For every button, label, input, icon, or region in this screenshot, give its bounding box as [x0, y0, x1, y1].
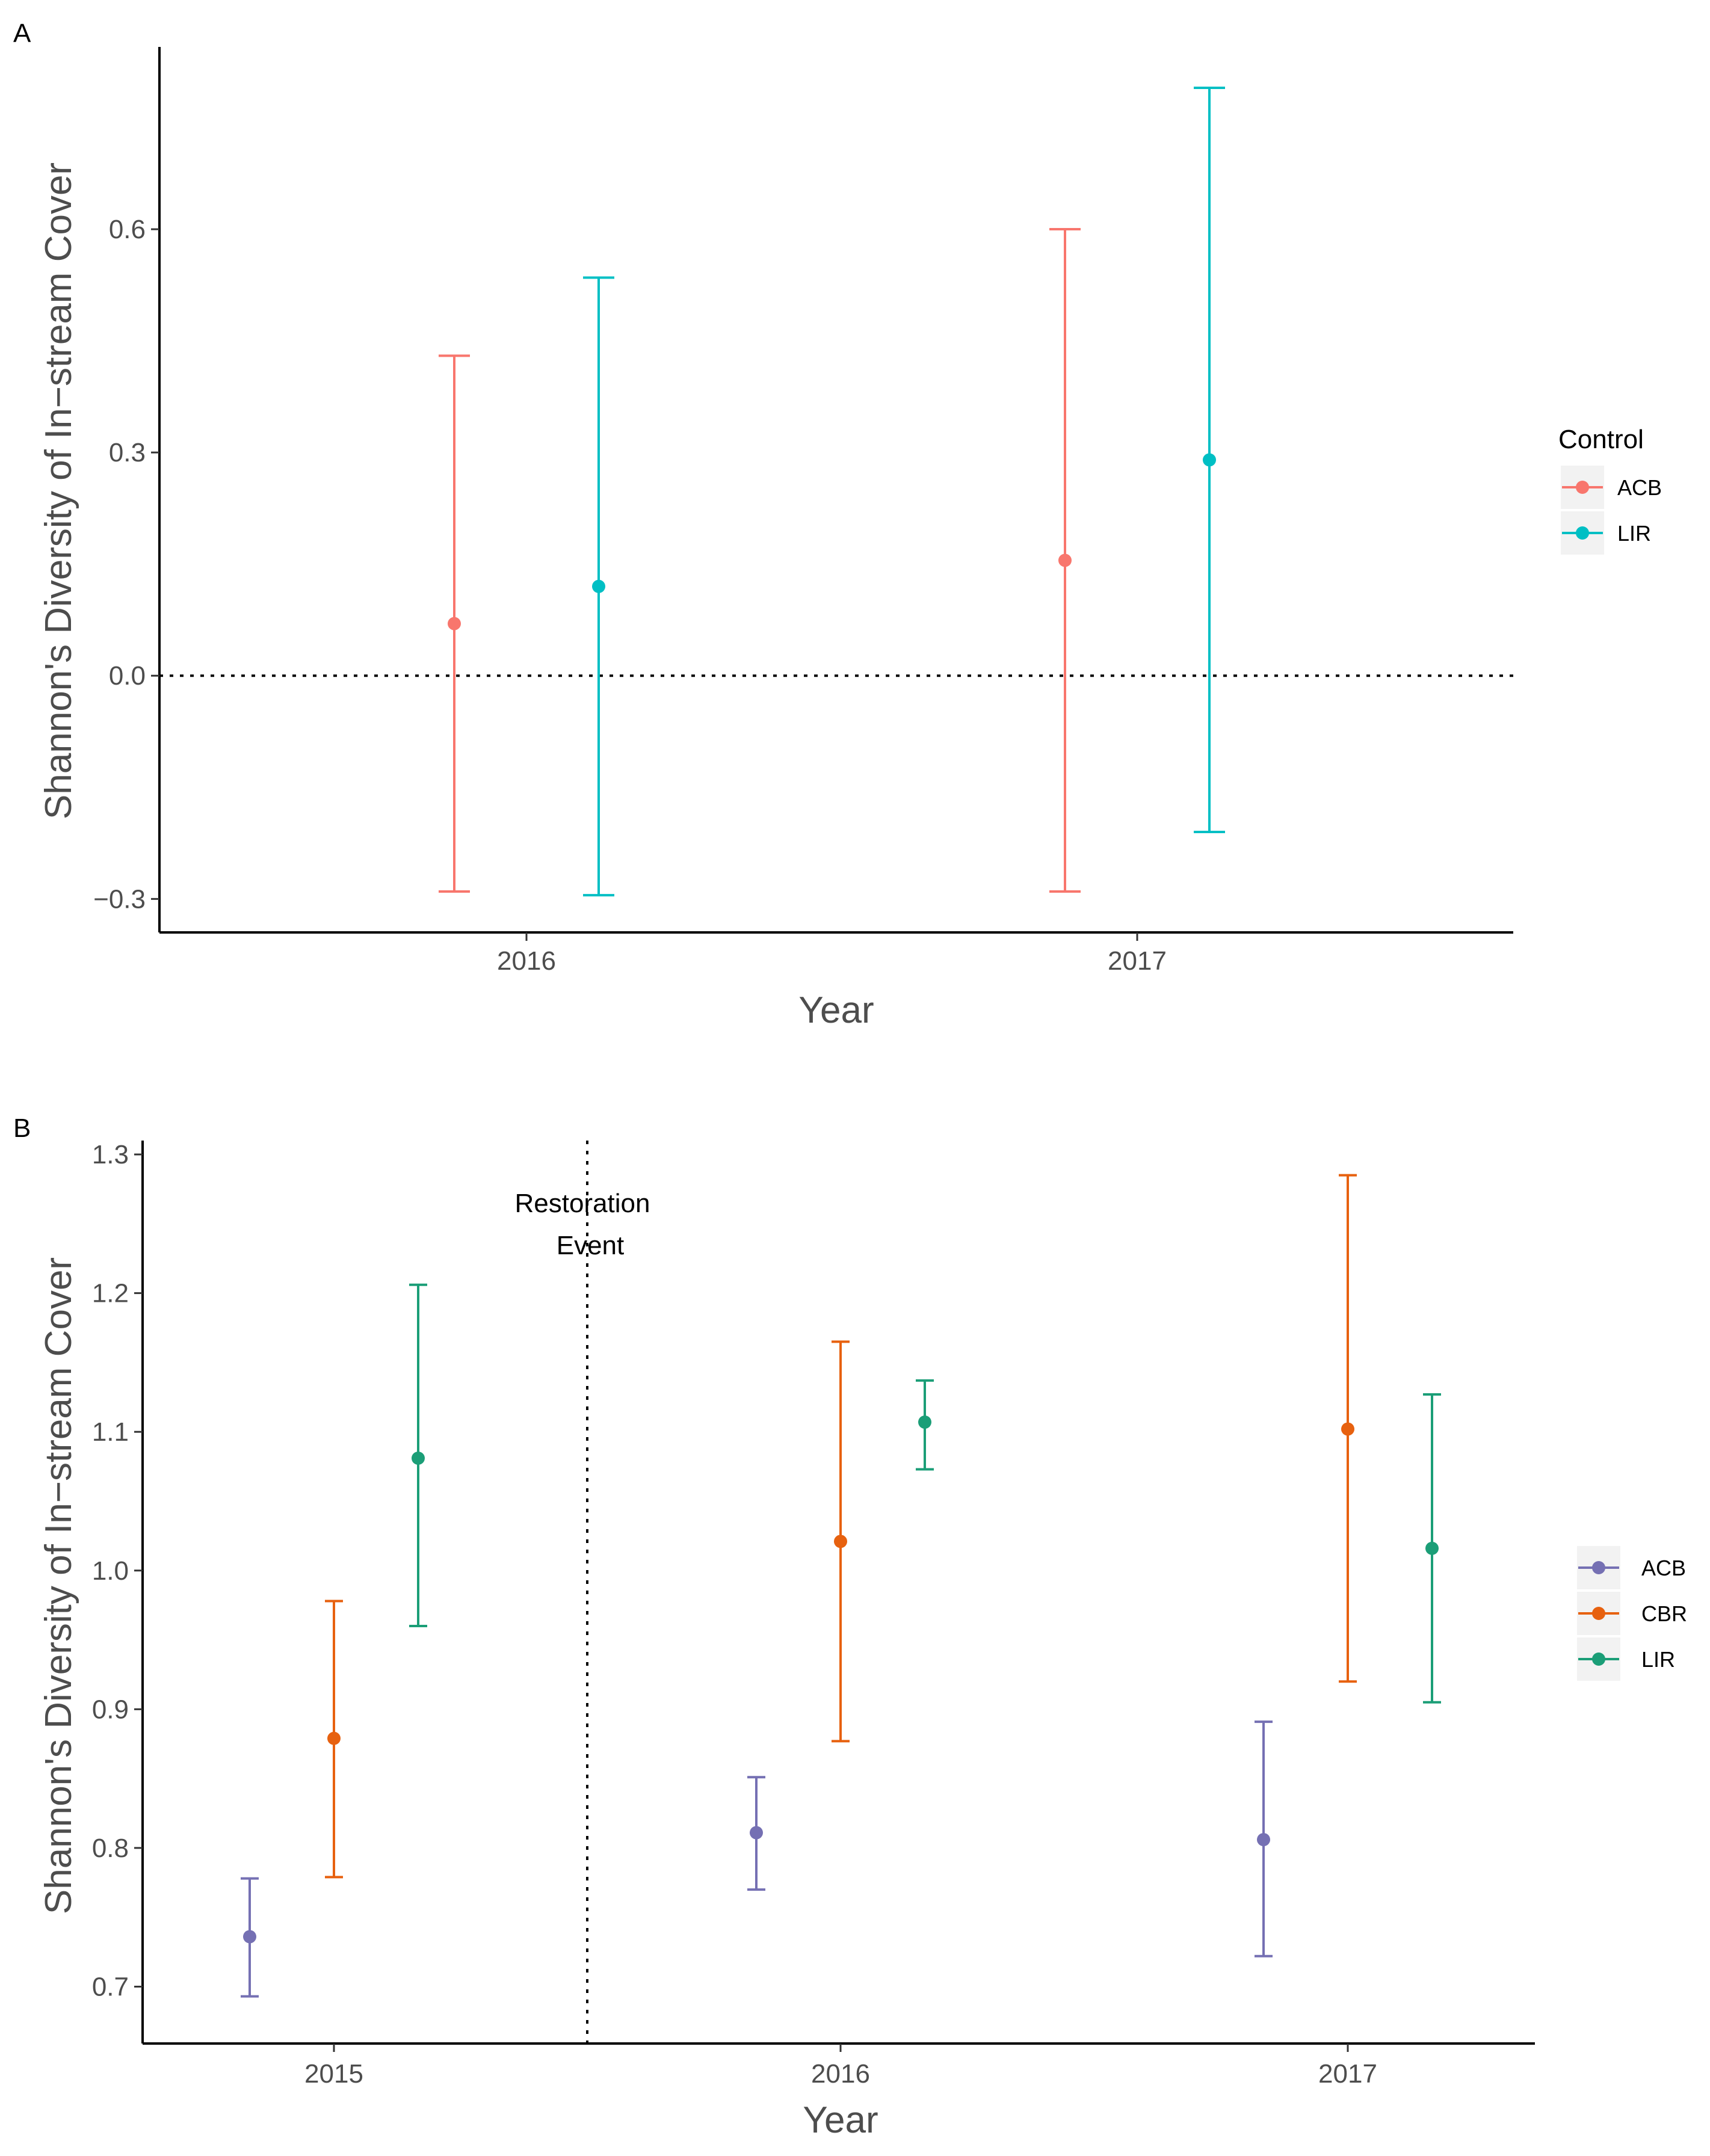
- point-cbr: [327, 1731, 341, 1745]
- legend-label-acb: ACB: [1641, 1556, 1686, 1580]
- panel-a-legend-title: Control: [1558, 425, 1644, 454]
- panel-a-label: A: [13, 19, 31, 48]
- legend-key-point-acb: [1592, 1561, 1605, 1574]
- point-acb: [1058, 553, 1072, 567]
- x-tick-label: 2016: [811, 2059, 870, 2089]
- panel-b-legend: ACB CBR LIR: [1577, 1546, 1687, 1681]
- restoration-annotation-line2: Event: [557, 1231, 625, 1260]
- panel-a-legend: Control ACB LIR: [1558, 425, 1662, 555]
- y-tick-label: 0.0: [109, 661, 146, 691]
- y-tick-label: 0.8: [92, 1834, 129, 1863]
- panel-b-x-title: Year: [803, 2099, 878, 2141]
- panel-a: A −0.3 0.0 0.3 0.6 2016 2017 Year Shannon's …: [13, 19, 1662, 1031]
- panel-b-x-ticks: 2015 2016 2017: [304, 2044, 1377, 2089]
- x-tick-label: 2015: [304, 2059, 363, 2089]
- x-tick-label: 2017: [1108, 946, 1167, 976]
- legend-label-acb: ACB: [1617, 475, 1662, 500]
- restoration-annotation-line1: Restoration: [514, 1189, 650, 1218]
- point-acb: [750, 1826, 763, 1840]
- panel-a-y-ticks: −0.3 0.0 0.3 0.6: [93, 215, 159, 914]
- y-tick-label: 0.6: [109, 215, 146, 244]
- y-tick-label: 0.7: [92, 1972, 129, 2001]
- panel-a-x-ticks: 2016 2017: [497, 932, 1167, 976]
- y-tick-label: 0.9: [92, 1695, 129, 1724]
- panel-a-y-title: Shannon's Diversity of In−stream Cover: [38, 162, 79, 819]
- y-tick-label: 1.2: [92, 1279, 129, 1308]
- panel-a-marks: [439, 87, 1225, 897]
- y-tick-label: 1.3: [92, 1140, 129, 1169]
- legend-label-lir: LIR: [1617, 521, 1651, 546]
- y-tick-label: −0.3: [93, 884, 146, 914]
- x-tick-label: 2016: [497, 946, 556, 976]
- panel-b-marks: [241, 1174, 1441, 1998]
- panel-b-label: B: [13, 1113, 31, 1143]
- legend-key-point-acb: [1576, 481, 1589, 494]
- point-lir: [592, 579, 605, 593]
- legend-label-lir: LIR: [1641, 1647, 1675, 1672]
- legend-key-point-cbr: [1592, 1607, 1605, 1620]
- point-lir: [918, 1415, 931, 1429]
- y-tick-label: 1.0: [92, 1556, 129, 1586]
- point-lir: [412, 1452, 425, 1465]
- y-tick-label: 1.1: [92, 1417, 129, 1447]
- legend-label-cbr: CBR: [1641, 1601, 1687, 1626]
- point-acb: [448, 617, 461, 630]
- point-acb: [243, 1930, 256, 1944]
- point-acb: [1257, 1833, 1270, 1847]
- panel-b-y-ticks: 0.7 0.8 0.9 1.0 1.1 1.2 1.3: [92, 1140, 143, 2001]
- legend-key-point-lir: [1576, 526, 1589, 540]
- panel-a-x-title: Year: [798, 990, 874, 1031]
- panel-a-legend-items: ACB LIR: [1561, 466, 1662, 555]
- point-lir: [1425, 1541, 1439, 1555]
- legend-key-point-lir: [1592, 1652, 1605, 1666]
- panel-b: B 0.7 0.8 0.9 1.0 1.1 1.2 1.3 2015 2016 2017 Res…: [13, 1113, 1687, 2141]
- panel-b-y-title: Shannon's Diversity of In−stream Cover: [38, 1257, 79, 1914]
- y-tick-label: 0.3: [109, 438, 146, 467]
- x-tick-label: 2017: [1318, 2059, 1377, 2089]
- point-lir: [1203, 453, 1216, 467]
- point-cbr: [1341, 1422, 1354, 1436]
- point-cbr: [834, 1535, 847, 1548]
